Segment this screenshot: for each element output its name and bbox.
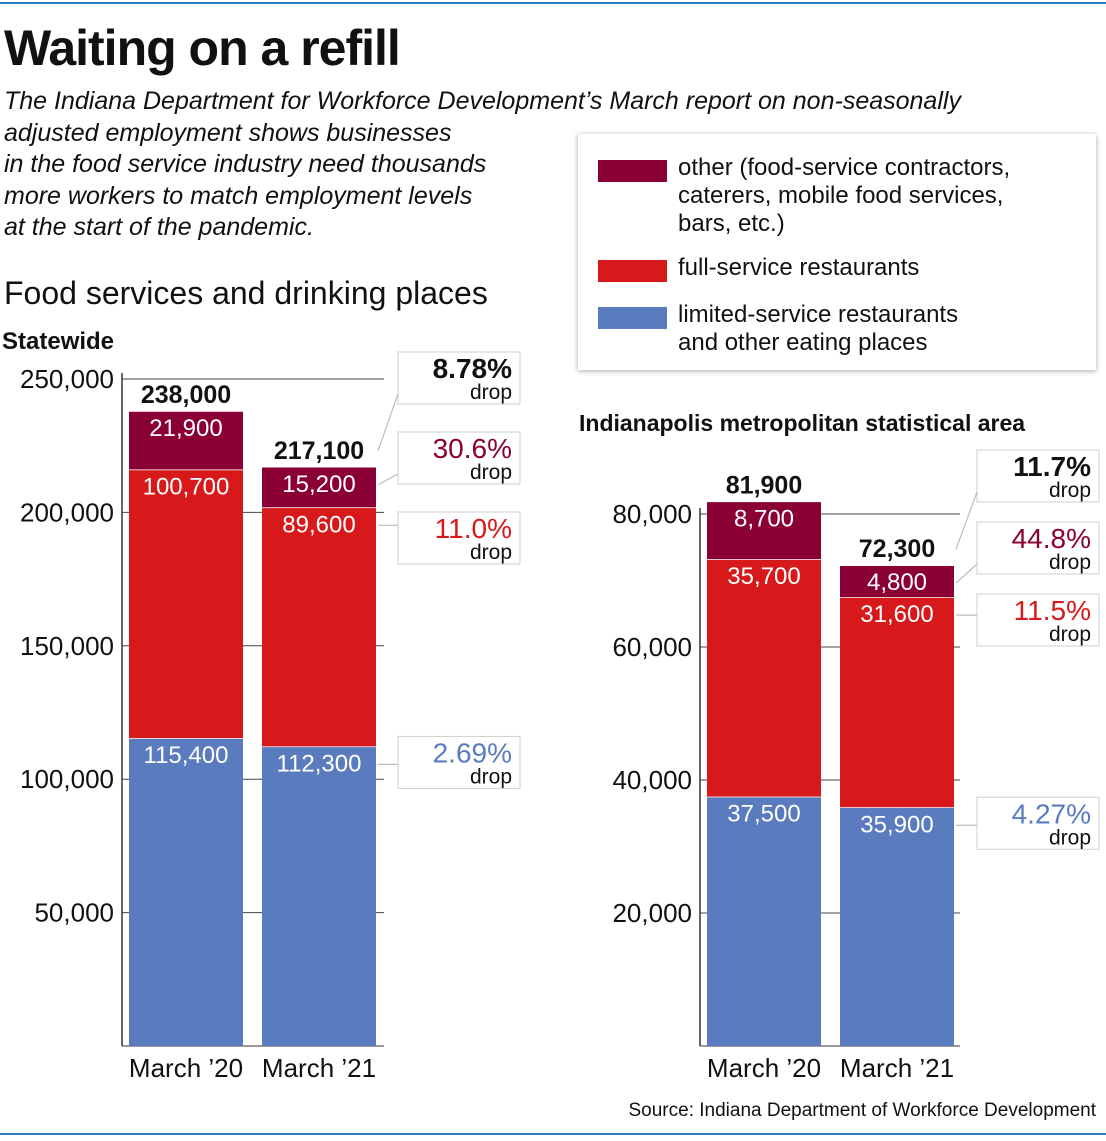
callout-leader xyxy=(955,563,978,584)
change-word: drop xyxy=(470,381,512,404)
y-tick-label: 250,000 xyxy=(20,364,114,394)
intro-line: The Indiana Department for Workforce Dev… xyxy=(4,87,961,115)
section-title: Food services and drinking places xyxy=(4,275,488,311)
x-category-label: March ’20 xyxy=(129,1053,243,1083)
legend-label-line: full-service restaurants xyxy=(678,254,920,281)
change-percent: 30.6% xyxy=(433,433,512,464)
bar-segment xyxy=(129,469,243,739)
bar-total-label: 217,100 xyxy=(274,437,364,465)
change-word: drop xyxy=(470,461,512,484)
y-tick-label: 100,000 xyxy=(20,764,114,794)
change-word: drop xyxy=(1049,826,1091,849)
x-category-label: March ’21 xyxy=(840,1053,954,1083)
intro-text: The Indiana Department for Workforce Dev… xyxy=(4,86,1104,244)
intro-line: at the start of the pandemic. xyxy=(4,213,314,241)
change-callout-box xyxy=(397,735,521,789)
x-category-label: March ’20 xyxy=(707,1053,821,1083)
bar-value-label: 4,800 xyxy=(867,569,927,596)
legend: other (food-service contractors, caterer… xyxy=(578,134,1096,370)
bar-segment xyxy=(707,796,821,1046)
bar-total-label: 238,000 xyxy=(141,381,231,409)
y-tick-label: 40,000 xyxy=(612,765,692,795)
bar-segment xyxy=(840,597,954,808)
bar-segment xyxy=(840,807,954,1046)
bar-value-label: 15,200 xyxy=(282,471,355,498)
callout-leader xyxy=(377,393,399,451)
change-callout-box xyxy=(976,449,1100,503)
change-callout-box xyxy=(976,521,1100,575)
intro-line: more workers to match employment levels xyxy=(4,181,473,210)
change-callout-box xyxy=(397,351,521,405)
y-tick-label: 20,000 xyxy=(612,898,692,928)
top-rule xyxy=(0,2,1106,4)
callout-leader xyxy=(955,491,978,550)
change-word: drop xyxy=(1049,479,1091,502)
change-callout-box xyxy=(397,511,521,565)
bar-value-label: 35,700 xyxy=(727,563,800,590)
legend-label-line: and other eating places xyxy=(678,329,928,356)
change-callout-box xyxy=(976,593,1100,647)
legend-label-line: caterers, mobile food services, xyxy=(678,182,1004,209)
source-note: Source: Indiana Department of Workforce … xyxy=(628,1100,1097,1121)
bar-segment xyxy=(707,501,821,560)
change-percent: 4.27% xyxy=(1012,798,1091,829)
bar-segment xyxy=(840,565,954,598)
bar-value-label: 115,400 xyxy=(144,742,229,769)
intro-line: adjusted employment shows businesses xyxy=(4,118,452,147)
change-callout-box xyxy=(976,796,1100,850)
bar-value-label: 100,700 xyxy=(143,473,230,500)
bar-value-label: 21,900 xyxy=(149,415,222,442)
bar-segment xyxy=(129,411,243,470)
change-word: drop xyxy=(470,541,512,564)
bar-value-label: 112,300 xyxy=(277,750,362,777)
legend-swatch-other xyxy=(598,160,667,182)
legend-label-line: other (food-service contractors, xyxy=(678,154,1011,181)
chart-title-statewide: Statewide xyxy=(2,328,115,355)
bar-total-label: 81,900 xyxy=(726,471,802,499)
bar-value-label: 8,700 xyxy=(734,505,794,532)
change-percent: 11.0% xyxy=(435,513,512,544)
intro-line: in the food service industry need thousa… xyxy=(4,150,487,178)
y-tick-label: 150,000 xyxy=(20,631,114,661)
change-percent: 44.8% xyxy=(1012,523,1091,554)
page-title: Waiting on a refill xyxy=(4,20,401,76)
change-percent: 8.78% xyxy=(433,353,512,384)
legend-swatch-limited-service xyxy=(598,307,667,329)
y-tick-label: 60,000 xyxy=(612,632,692,662)
change-callout-box xyxy=(397,431,521,485)
x-category-label: March ’21 xyxy=(262,1053,376,1083)
bar-value-label: 31,600 xyxy=(860,601,933,628)
y-tick-label: 200,000 xyxy=(20,497,114,527)
legend-label-limited-service: limited-service restaurants and other ea… xyxy=(678,301,958,357)
legend-label-other: other (food-service contractors, caterer… xyxy=(678,154,1010,238)
legend-label-line: bars, etc.) xyxy=(678,210,785,237)
bar-value-label: 89,600 xyxy=(282,511,355,538)
bar-segment xyxy=(262,746,376,1046)
legend-label-line: limited-service restaurants xyxy=(678,301,959,328)
bar-value-label: 37,500 xyxy=(727,801,800,828)
change-word: drop xyxy=(1049,551,1091,574)
callout-leader xyxy=(377,473,399,486)
bar-value-label: 35,900 xyxy=(860,811,933,838)
bar-total-label: 72,300 xyxy=(859,535,935,563)
bar-segment xyxy=(262,466,376,508)
bottom-rule xyxy=(0,1133,1106,1135)
y-tick-label: 80,000 xyxy=(612,499,692,529)
y-tick-label: 50,000 xyxy=(34,898,114,928)
change-word: drop xyxy=(1049,623,1091,646)
chart-title-indianapolis: Indianapolis metropolitan statistical ar… xyxy=(579,410,1026,436)
bar-segment xyxy=(262,507,376,747)
change-percent: 2.69% xyxy=(433,737,512,768)
legend-swatch-full-service xyxy=(598,260,667,282)
change-word: drop xyxy=(470,765,512,788)
bar-segment xyxy=(129,738,243,1046)
change-percent: 11.7% xyxy=(1013,451,1091,482)
legend-label-full-service: full-service restaurants xyxy=(678,254,919,282)
bar-segment xyxy=(707,559,821,797)
change-percent: 11.5% xyxy=(1014,595,1091,626)
